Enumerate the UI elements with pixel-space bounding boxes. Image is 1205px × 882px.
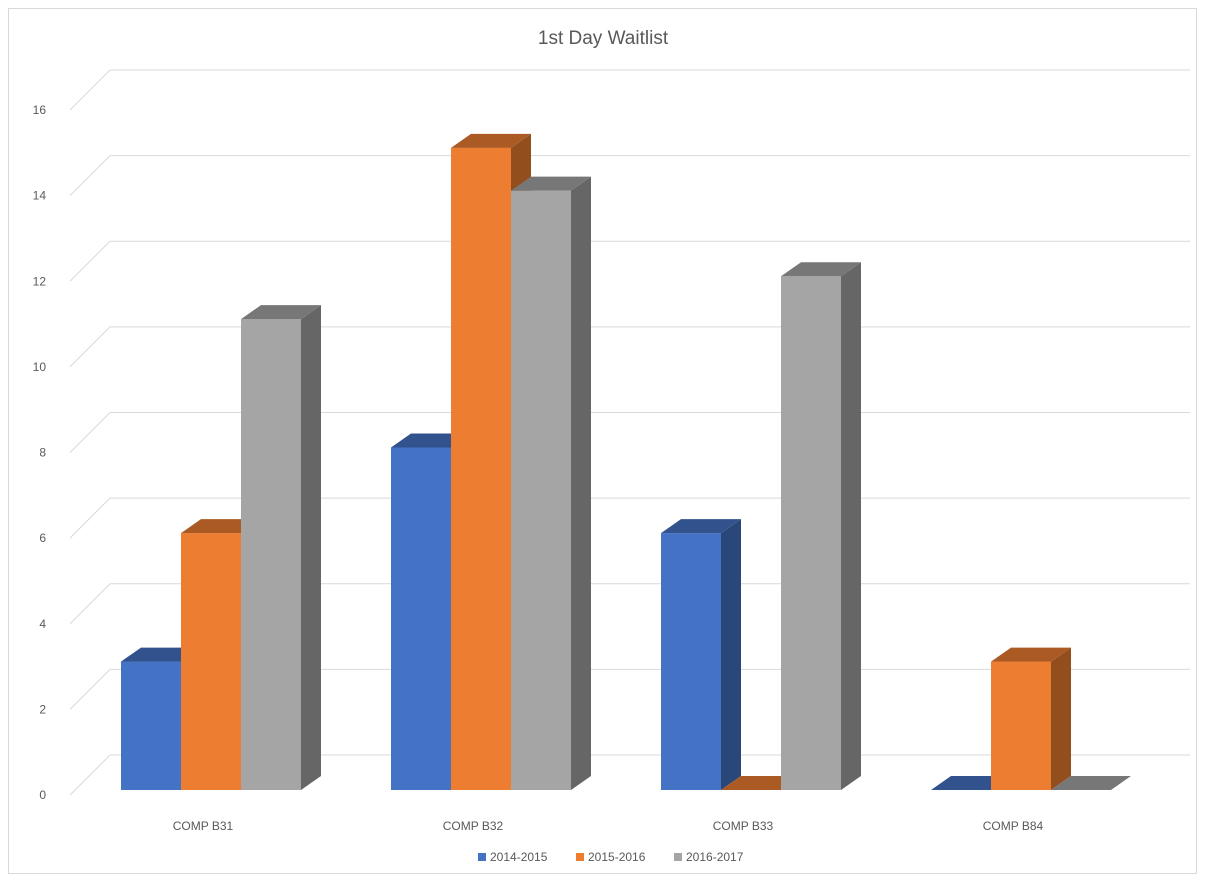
legend-label: 2015-2016 (588, 850, 646, 864)
y-tick-label: 4 (39, 617, 46, 631)
chart-title: 1st Day Waitlist (538, 28, 669, 49)
bar (661, 519, 741, 790)
legend-item[interactable]: 2014-2015 (478, 850, 548, 864)
y-tick-label: 0 (39, 788, 46, 802)
bar-side (301, 305, 321, 790)
bar-side (1051, 647, 1071, 790)
y-tick-label: 14 (33, 189, 47, 203)
gridline-wall (69, 412, 111, 453)
gridline-wall (69, 754, 111, 796)
y-tick-label: 10 (33, 360, 47, 374)
bar (1051, 776, 1131, 790)
gridline-wall (69, 240, 111, 282)
bar-top (661, 519, 741, 534)
bar-front (241, 319, 301, 790)
bar-front (511, 190, 571, 790)
legend-item[interactable]: 2016-2017 (674, 850, 744, 864)
legend-swatch (576, 853, 584, 861)
gridline-wall (69, 669, 111, 710)
y-axis-ticks: 0 2 4 6 8 10 12 14 16 (33, 103, 47, 802)
bar-front (451, 147, 511, 790)
x-category-label: COMP B84 (983, 819, 1044, 833)
legend-swatch (478, 853, 486, 861)
legend[interactable]: 2014-2015 2015-2016 2016-2017 (478, 850, 744, 864)
legend-label: 2016-2017 (686, 850, 744, 864)
bar-top (781, 262, 861, 277)
bar (991, 647, 1071, 790)
legend-label: 2014-2015 (490, 850, 548, 864)
bar-front (781, 276, 841, 790)
bar-top (451, 133, 531, 148)
x-category-label: COMP B31 (173, 819, 234, 833)
bar-front (991, 661, 1051, 790)
y-tick-label: 8 (39, 446, 46, 460)
bar-side (571, 176, 591, 790)
gridline-wall (69, 69, 111, 111)
gridline-wall (69, 155, 111, 196)
x-axis-categories: COMP B31 COMP B32 COMP B33 COMP B84 (173, 819, 1044, 833)
bar-top (241, 305, 321, 320)
bar-side (841, 262, 861, 790)
bars (121, 133, 1131, 790)
gridline-wall (69, 326, 111, 368)
x-category-label: COMP B33 (713, 819, 774, 833)
bar-top (1051, 776, 1131, 790)
bar (511, 176, 591, 790)
bar-front (181, 533, 241, 790)
y-tick-label: 12 (33, 274, 47, 288)
x-category-label: COMP B32 (443, 819, 504, 833)
legend-swatch (674, 853, 682, 861)
bar-top (511, 176, 591, 191)
gridline-wall (69, 583, 111, 625)
bar-front (121, 661, 181, 790)
y-tick-label: 16 (33, 103, 47, 117)
bar-front (391, 447, 451, 790)
legend-item[interactable]: 2015-2016 (576, 850, 646, 864)
y-tick-label: 2 (39, 702, 46, 716)
y-tick-label: 6 (39, 531, 46, 545)
bar (781, 262, 861, 790)
bar-front (661, 533, 721, 790)
gridline-wall (69, 497, 111, 539)
bar-top (991, 647, 1071, 662)
bar-side (721, 519, 741, 790)
bar (241, 305, 321, 790)
